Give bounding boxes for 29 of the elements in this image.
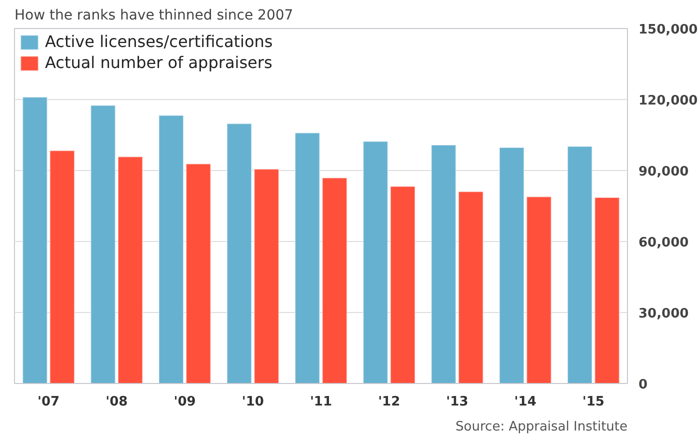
x-tick-label: '08 [106,394,128,410]
bar [322,177,348,384]
bar [390,186,416,384]
y-tick-label: 30,000 [638,306,689,322]
y-tick-label: 120,000 [638,94,698,108]
x-tick-label: '13 [446,394,468,410]
x-tick-label: '11 [310,394,332,410]
bar [567,146,593,384]
bar [254,168,280,384]
x-tick-label: '12 [378,394,400,410]
legend-label: Active licenses/certifications [45,32,273,51]
bar [594,196,620,384]
x-tick-label: '14 [514,394,536,410]
bar [362,140,388,384]
x-tick-label: '09 [174,394,196,410]
y-tick-label: 0 [638,378,648,392]
y-tick-label: 90,000 [638,164,689,180]
source-note: Source: Appraisal Institute [456,420,628,434]
chart-title: How the ranks have thinned since 2007 [14,8,294,24]
bar [49,150,75,384]
x-tick-label: '07 [38,394,60,410]
x-tick-label: '15 [582,394,604,410]
bar [22,96,48,384]
bar [294,132,320,384]
x-tick-label: '10 [242,394,264,410]
legend-label: Actual number of appraisers [45,53,272,72]
y-tick-label: 60,000 [638,236,689,250]
bar [226,123,252,384]
y-tick-label: 150,000 [638,22,698,38]
